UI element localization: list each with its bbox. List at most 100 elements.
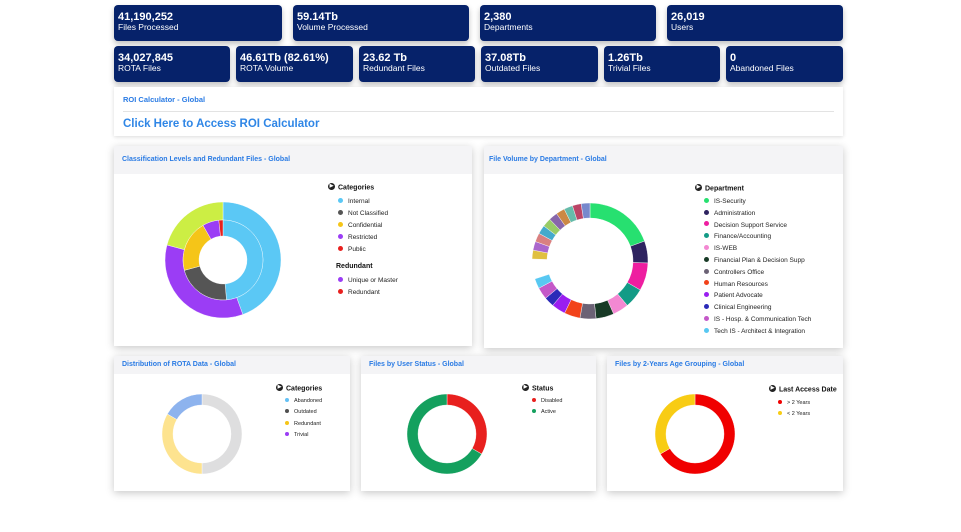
legend-label: Redundant [348,289,380,296]
legend-label: Finance/Accounting [714,233,772,241]
inner-ring [182,219,264,301]
stat-label: Trivial Files [608,63,651,73]
department-chart-panel: File Volume by Department - Global ▶ Depa… [484,146,843,348]
legend-item[interactable]: Trivial [285,431,309,438]
legend-item[interactable]: Tech IS - Architect & Integration [704,327,805,335]
stat-tile-volume-processed: 59.14Tb Volume Processed [293,5,469,41]
legend-item[interactable]: Clinical Engineering [704,303,772,312]
legend-item[interactable]: Unique or Master [338,276,398,284]
legend-dot [285,408,289,413]
stat-tile-rota-volume: 46.61Tb (82.61%) ROTA Volume [236,46,353,82]
legend-title: ▶ Categories [276,384,322,392]
donut-slice-outdated[interactable] [201,393,243,475]
legend-label: Unique or Master [348,277,398,284]
legend-label: Not Classified [348,210,389,217]
legend-dot [778,410,782,415]
legend-dot [285,397,289,402]
age-grouping-donut-chart [654,393,736,475]
donut-slice-redundant[interactable] [161,413,203,475]
donut-slice-department[interactable] [534,274,553,289]
chevron-right-icon[interactable]: ▶ [522,384,529,391]
legend-label: Clinical Engineering [714,304,772,312]
legend-dot [338,288,343,294]
stat-label: Users [671,22,694,32]
stat-tile-files-processed: 41,190,252 Files Processed [114,5,282,41]
legend-title: ▶ Status [522,384,554,393]
legend-item[interactable]: > 2 Years [778,399,811,406]
user-status-ring [406,393,488,475]
stat-value: 37.08Tb [485,52,526,64]
panel-title: Files by 2-Years Age Grouping - Global [615,361,745,368]
legend-item[interactable]: IS-WEB [704,244,737,252]
donut-slice-internal[interactable] [222,219,264,301]
stat-value: 34,027,845 [118,52,174,64]
legend-item[interactable]: Not Classified [338,209,389,217]
panel-header: Files by User Status - Global [361,356,596,374]
stat-label: ROTA Files [118,63,161,73]
donut-slice-abandoned[interactable] [167,393,203,420]
stat-tile-redundant-files: 23.62 Tb Redundant Files [359,46,475,82]
donut-slice-disabled[interactable] [446,393,488,455]
legend-dot [704,303,709,309]
legend-title: ▶ Department [695,184,744,192]
donut-slice-department[interactable] [589,202,645,247]
donut-slice-public[interactable] [218,219,224,237]
stat-tile-abandoned-files: 0 Abandoned Files [726,46,843,82]
legend-item[interactable]: Redundant [285,420,321,427]
legend-item[interactable]: Active [532,408,556,415]
rota-donut-chart [161,393,243,475]
legend-dot [532,408,536,413]
legend-dot [704,268,709,274]
legend-dot [704,221,709,227]
legend-label: > 2 Years [787,400,811,406]
legend-item[interactable]: Administration [704,209,755,217]
legend-label: Public [348,246,366,253]
legend-label: Trivial [294,432,309,438]
divider [123,111,834,112]
donut-slice-department-other[interactable] [580,202,591,219]
classification-donut-chart [164,201,282,319]
donut-slice-department[interactable] [579,303,597,320]
chevron-right-icon[interactable]: ▶ [328,183,335,190]
legend-dot [704,292,709,298]
roi-calculator-link[interactable]: Click Here to Access ROI Calculator [123,118,320,130]
stat-value: 2,380 [484,11,512,23]
chevron-right-icon[interactable]: ▶ [276,384,283,391]
legend-item[interactable]: < 2 Years [778,410,810,417]
legend-dot [704,315,709,321]
chevron-right-icon[interactable]: ▶ [769,385,776,392]
legend-item[interactable]: Public [338,245,366,253]
legend-item[interactable]: IS - Hosp. & Communication Tech [704,315,812,323]
classification-chart-panel: Classification Levels and Redundant File… [114,146,472,346]
legend-item[interactable]: Decision Support Service [704,221,787,229]
legend-dot [338,233,343,239]
legend-item[interactable]: Restricted [338,233,377,241]
legend-label: IS - Hosp. & Communication Tech [714,316,812,323]
legend-item[interactable]: IS-Security [704,197,746,205]
legend-item[interactable]: Abandoned [285,397,322,404]
stat-label: Abandoned Files [730,63,794,73]
legend-item[interactable]: Internal [338,197,370,205]
roi-panel-title: ROI Calculator - Global [123,95,206,104]
legend-item[interactable]: Disabled [532,397,562,404]
legend-item[interactable]: Outdated [285,408,317,415]
legend-dot [778,399,782,404]
chevron-right-icon[interactable]: ▶ [695,184,702,191]
panel-header: Classification Levels and Redundant File… [114,146,472,174]
stat-value: 1.26Tb [608,52,643,64]
legend-title-text: Status [532,385,554,393]
roi-calculator-panel: ROI Calculator - Global Click Here to Ac… [114,87,843,136]
panel-title: Distribution of ROTA Data - Global [122,361,236,368]
legend-item[interactable]: Human Resources [704,280,768,288]
donut-slice-newer-than-2-years[interactable] [654,393,696,455]
legend-dot [704,244,709,250]
legend-label: Patient Advocate [714,292,763,300]
legend-item[interactable]: Patient Advocate [704,292,763,299]
legend-item[interactable]: Financial Plan & Decision Supp [704,256,805,264]
legend-item[interactable]: Confidential [338,221,382,229]
legend-item[interactable]: Redundant [338,288,380,296]
legend-item[interactable]: Finance/Accounting [704,233,771,240]
legend-item[interactable]: Controllers Office [704,268,764,276]
legend-dot [338,221,343,227]
donut-slice-active[interactable] [406,393,482,475]
